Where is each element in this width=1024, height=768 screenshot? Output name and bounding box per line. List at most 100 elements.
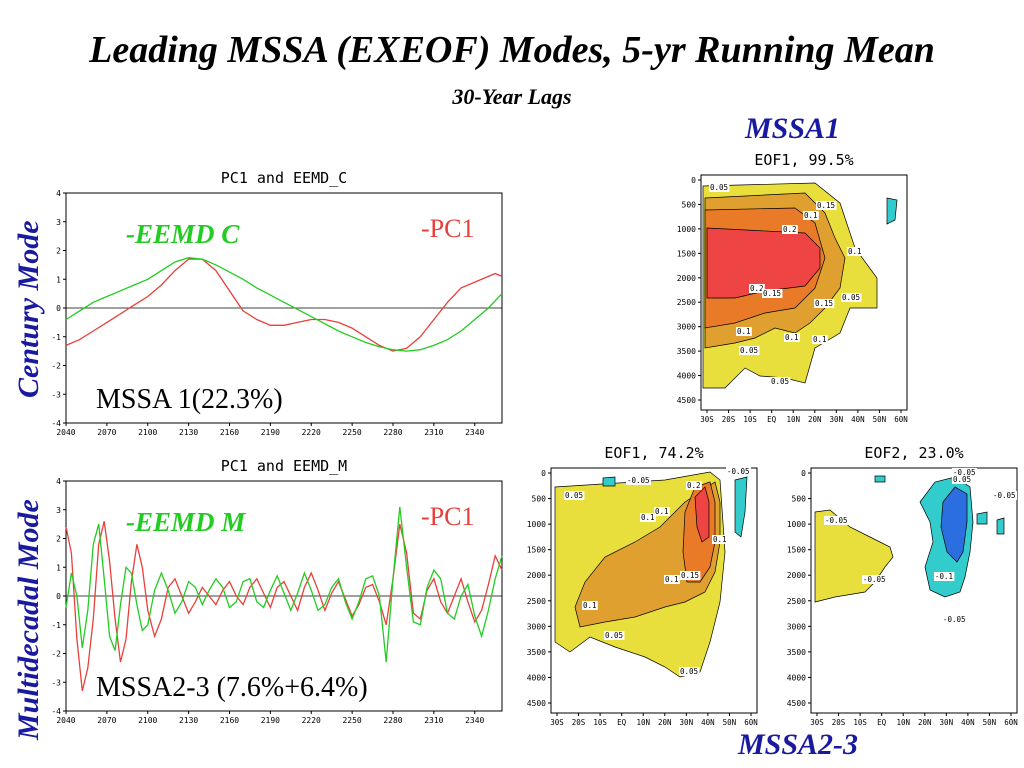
map2-contour-label: 0.05 xyxy=(565,491,583,500)
map2-xtick-label: 20N xyxy=(658,718,672,727)
map1-ytick-label: 2000 xyxy=(677,274,696,283)
map3-region-cyan-b xyxy=(976,511,988,525)
map2-contour-label-bg xyxy=(564,491,585,500)
map1-contour-label-bg xyxy=(803,211,819,220)
map3-region-cyan-d xyxy=(874,475,886,483)
map1-contour-label-bg xyxy=(736,327,752,336)
chart2-xtick-label: 2280 xyxy=(383,716,402,725)
map1-ytick-label: 1500 xyxy=(677,249,696,258)
map1-xtick-label: 40N xyxy=(851,415,865,424)
chart2-ytick-label: 2 xyxy=(56,535,61,544)
map3-xtick-label: 10S xyxy=(853,718,867,727)
chart2-title: PC1 and EEMD_M xyxy=(221,457,347,475)
map1-contour-label: 0.1 xyxy=(813,335,827,344)
map1-contour-label: 0.2 xyxy=(750,284,764,293)
map2-ytick-label: 1500 xyxy=(527,546,546,555)
chart2-legend-pc1: -PC1 xyxy=(421,502,474,531)
map2-contour-label-bg xyxy=(626,476,651,485)
map1-contour-label: 0.05 xyxy=(771,377,789,386)
map1-contour-label-bg xyxy=(784,333,800,342)
map3-contour-label: -0.05 xyxy=(943,615,966,624)
chart1-ytick-label: 0 xyxy=(56,304,61,313)
chart1-xtick-label: 2250 xyxy=(342,428,361,437)
map2-contour-label: 0.1 xyxy=(655,507,669,516)
map1-ytick-label: 3500 xyxy=(677,347,696,356)
map2-contour-label-bg xyxy=(640,513,656,522)
map1-ytick-label: 500 xyxy=(682,200,697,209)
map3-contour-label-bg xyxy=(824,516,849,525)
map2-ytick-label: 3500 xyxy=(527,648,546,657)
chart1-variance-label: MSSA 1(22.3%) xyxy=(96,384,283,415)
map2-contour-label: 0.2 xyxy=(687,481,701,490)
map1-region-cyan xyxy=(886,197,898,225)
map1-xtick-label: 30S xyxy=(700,415,714,424)
map1-contour-label-bg xyxy=(709,183,730,192)
map3-contour-label: -0.05 xyxy=(863,575,886,584)
map1-xtick-label: 10S xyxy=(743,415,757,424)
map2-xtick-label: 10S xyxy=(593,718,607,727)
map2-xtick-label: 40N xyxy=(701,718,715,727)
chart1-xtick-label: 2220 xyxy=(302,428,321,437)
chart1-ytick-label: -4 xyxy=(51,419,61,428)
chart2-series-eemd xyxy=(65,506,503,663)
chart1-ytick-label: 4 xyxy=(56,189,61,198)
map2-contour-label-bg xyxy=(680,571,701,580)
map3-ytick-label: 2500 xyxy=(787,597,806,606)
map1-contour-label: 0.1 xyxy=(804,211,818,220)
map1-contour-label-bg xyxy=(847,247,863,256)
map3-ytick-label: 4000 xyxy=(787,673,806,682)
map3-xtick-label: 10N xyxy=(896,718,910,727)
map3-ytick-label: 1000 xyxy=(787,520,806,529)
map1-contour-label: 0.05 xyxy=(740,346,758,355)
map1-contour-label-bg xyxy=(782,225,798,234)
map3-contour-label-bg xyxy=(934,572,955,581)
map1-contour-label: 0.1 xyxy=(848,247,862,256)
chart2-ytick-label: -3 xyxy=(51,678,61,687)
map1-frame xyxy=(700,174,908,411)
chart1-title: PC1 and EEMD_C xyxy=(221,169,347,187)
map1-ytick-label: 4000 xyxy=(677,372,696,381)
chart2-xtick-label: 2070 xyxy=(97,716,116,725)
chart2-ytick-label: -1 xyxy=(51,621,61,630)
chart1-legend-pc1: -PC1 xyxy=(421,214,474,243)
map2-region-cyan-b xyxy=(734,476,748,538)
map1-contour-label: 0.2 xyxy=(783,225,797,234)
map3-contour-label: -0.1 xyxy=(935,572,953,581)
map3-contour-label: -0.05 xyxy=(825,516,848,525)
map2-contour-label: 0.1 xyxy=(665,575,679,584)
map2-xtick-label: 30N xyxy=(680,718,694,727)
map2-xtick-label: 60N xyxy=(744,718,758,727)
map3-region-cyan-c xyxy=(996,517,1005,535)
map3-contour-label-bg xyxy=(952,475,973,484)
map3-xtick-label: 40N xyxy=(961,718,975,727)
mssa1-eof1-map: EOF1, 99.5% 0 500 1000 1500 2000 2500 3000 3500 4… xyxy=(677,151,908,424)
map1-contour-label-bg xyxy=(814,299,835,308)
map1-xtick-label: 20N xyxy=(808,415,822,424)
map1-contour-label-bg xyxy=(739,346,760,355)
map1-ytick-label: 1000 xyxy=(677,225,696,234)
chart1-ytick-label: -2 xyxy=(51,362,61,371)
map1-contour-label: 0.15 xyxy=(815,299,833,308)
map1-xtick-label: EQ xyxy=(767,415,777,424)
chart2-xtick-label: 2160 xyxy=(220,716,239,725)
map2-region-orange1 xyxy=(574,481,721,628)
chart1-ytick-label: -1 xyxy=(51,333,61,342)
chart2-ytick-label: 3 xyxy=(56,506,61,515)
map2-contour-label-bg xyxy=(604,631,625,640)
map3-title: EOF2, 23.0% xyxy=(864,444,963,462)
map1-xtick-label: 60N xyxy=(894,415,908,424)
chart2-xtick-label: 2040 xyxy=(56,716,75,725)
map2-ytick-label: 2000 xyxy=(527,571,546,580)
map1-contour-label-bg xyxy=(749,284,765,293)
map2-region-red xyxy=(694,486,710,543)
map2-contour-label: 0.1 xyxy=(713,535,727,544)
chart2-xtick-label: 2340 xyxy=(465,716,484,725)
map2-xtick-label: 20S xyxy=(572,718,586,727)
map1-contour-label: 0.15 xyxy=(817,201,835,210)
map2-contour-label: 0.15 xyxy=(681,571,699,580)
map2-ytick-label: 4000 xyxy=(527,673,546,682)
map1-contour-label-bg xyxy=(812,335,828,344)
chart2-ytick-label: -2 xyxy=(51,650,61,659)
map3-ytick-label: 2000 xyxy=(787,571,806,580)
